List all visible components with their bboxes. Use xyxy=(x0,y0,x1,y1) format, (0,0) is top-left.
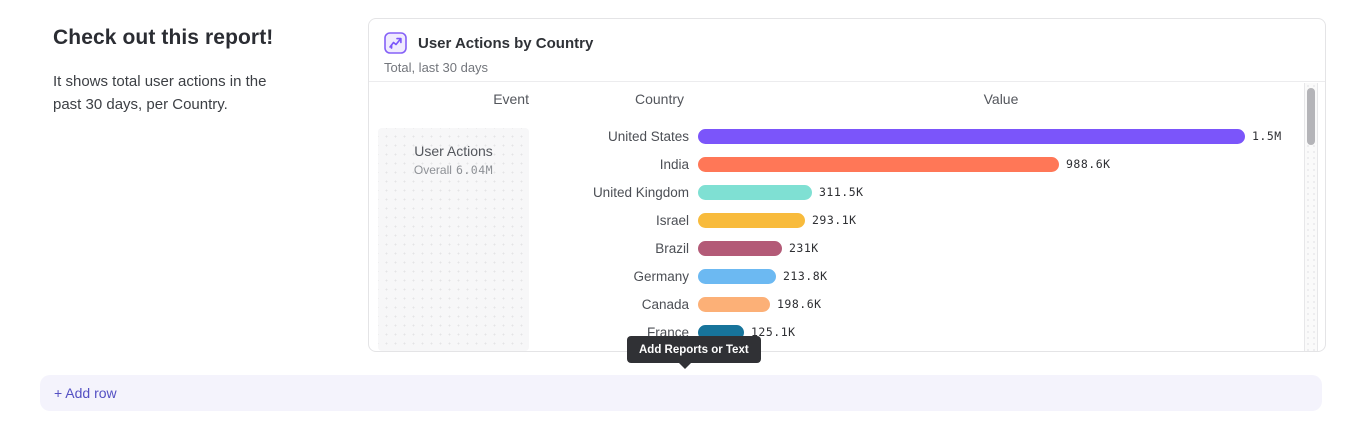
bar[interactable] xyxy=(698,128,1245,144)
chart-area: Event Country Value User Actions Overall… xyxy=(369,83,1325,351)
country-label: Canada xyxy=(641,296,689,312)
chart-row: Canada 198.6K xyxy=(369,290,1304,318)
country-label: Germany xyxy=(633,268,689,284)
bar[interactable] xyxy=(698,156,1059,172)
event-cell[interactable]: User Actions Overall 6.04M xyxy=(378,128,529,351)
add-reports-tooltip: Add Reports or Text xyxy=(627,336,761,369)
card-title: User Actions by Country xyxy=(418,34,594,52)
tooltip-arrow-icon xyxy=(678,362,692,369)
value-label: 125.1K xyxy=(751,325,796,339)
report-card: User Actions by Country Total, last 30 d… xyxy=(368,18,1326,352)
overall-value: 6.04M xyxy=(455,163,494,177)
value-label: 198.6K xyxy=(777,297,822,311)
value-label: 988.6K xyxy=(1066,157,1111,171)
country-label: United Kingdom xyxy=(592,184,689,200)
country-label: Israel xyxy=(655,212,689,228)
overall-label: Overall xyxy=(413,163,452,177)
value-label: 213.8K xyxy=(783,269,828,283)
bar[interactable] xyxy=(698,324,744,340)
event-name: User Actions xyxy=(414,143,493,159)
country-label: India xyxy=(659,156,689,172)
value-label: 1.5M xyxy=(1252,129,1282,143)
chart-row: Israel 293.1K xyxy=(369,206,1304,234)
add-row-label: + Add row xyxy=(54,385,117,401)
card-subtitle: Total, last 30 days xyxy=(384,60,489,75)
country-label: United States xyxy=(607,128,689,144)
tooltip-text: Add Reports or Text xyxy=(639,343,749,356)
intro-section: Check out this report! It shows total us… xyxy=(53,26,353,116)
chart-row: United States 1.5M xyxy=(369,122,1304,150)
value-label: 311.5K xyxy=(819,185,864,199)
column-header-country: Country xyxy=(634,91,684,107)
event-overall: Overall 6.04M xyxy=(378,163,529,177)
value-label: 293.1K xyxy=(812,213,857,227)
card-header: User Actions by Country Total, last 30 d… xyxy=(369,19,1325,82)
line-chart-icon xyxy=(384,32,407,54)
bar[interactable] xyxy=(698,268,776,284)
column-header-value: Value xyxy=(983,91,1019,107)
scrollbar-track[interactable] xyxy=(1304,83,1318,351)
value-label: 231K xyxy=(789,241,819,255)
country-label: Brazil xyxy=(655,240,689,256)
add-row-button[interactable]: + Add row xyxy=(40,375,1322,411)
bar[interactable] xyxy=(698,212,805,228)
chart-row: Germany 213.8K xyxy=(369,262,1304,290)
chart-row: France 125.1K xyxy=(369,318,1304,346)
bar[interactable] xyxy=(698,296,770,312)
country-label: France xyxy=(646,324,689,340)
bar[interactable] xyxy=(698,184,812,200)
scrollbar-thumb[interactable] xyxy=(1307,88,1315,145)
chart-row: Brazil 231K xyxy=(369,234,1304,262)
page-description: It shows total user actions in the past … xyxy=(53,73,267,113)
column-header-event: Event xyxy=(493,91,529,107)
page-title: Check out this report! xyxy=(53,26,274,49)
chart-row: United Kingdom 311.5K xyxy=(369,178,1304,206)
bar[interactable] xyxy=(698,240,782,256)
chart-row: India 988.6K xyxy=(369,150,1304,178)
